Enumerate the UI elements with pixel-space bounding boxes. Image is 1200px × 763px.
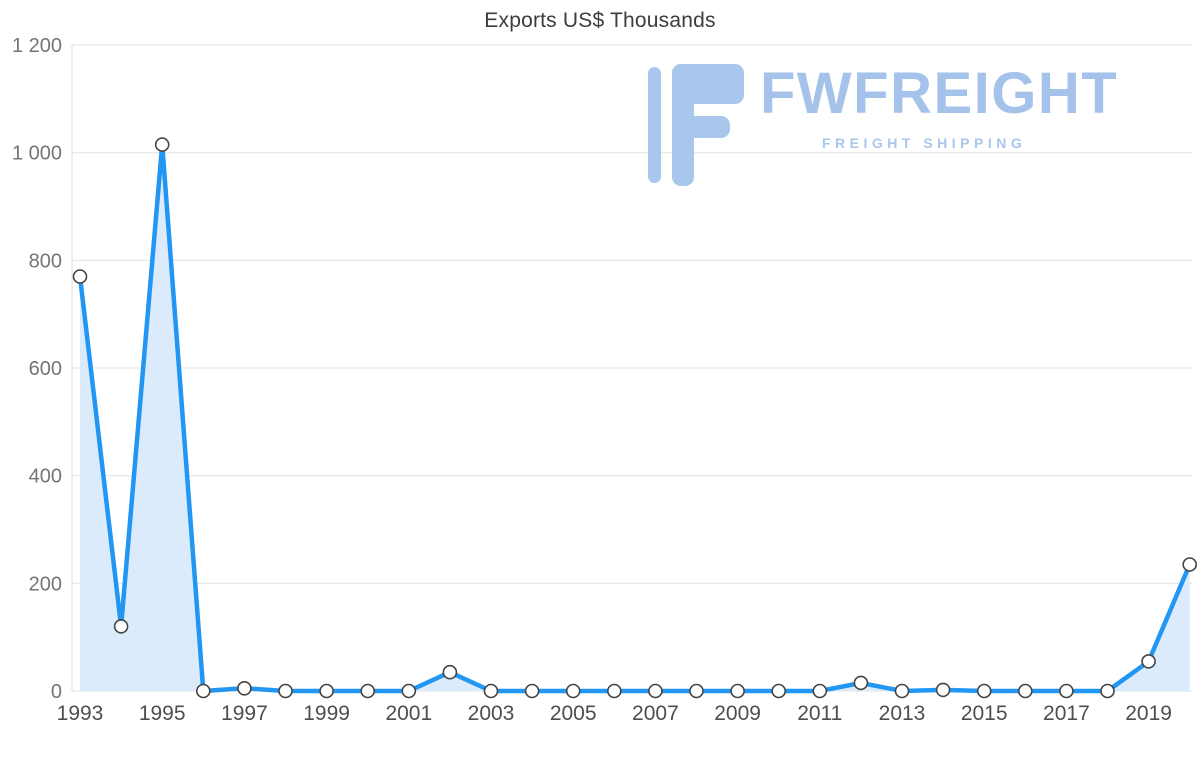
- line-series: [77, 142, 1192, 694]
- data-point-2014: [935, 682, 951, 698]
- svg-text:0: 0: [51, 681, 62, 703]
- svg-text:800: 800: [29, 250, 62, 272]
- svg-text:2009: 2009: [714, 702, 761, 725]
- svg-text:2011: 2011: [797, 702, 842, 725]
- data-point-2004: [524, 683, 540, 699]
- data-point-2013: [894, 683, 910, 699]
- data-point-1998: [278, 683, 293, 699]
- svg-text:1999: 1999: [303, 702, 350, 725]
- logo-text-block: FWFREIGHT FREIGHT SHIPPING: [760, 61, 1119, 151]
- svg-text:400: 400: [29, 466, 62, 488]
- svg-text:1 000: 1 000: [12, 143, 62, 165]
- svg-text:2019: 2019: [1125, 702, 1172, 725]
- data-point-2006: [606, 683, 622, 699]
- svg-text:600: 600: [29, 358, 62, 380]
- chart-title: Exports US$ Thousands: [484, 9, 716, 32]
- data-point-2017: [1059, 683, 1074, 699]
- y-axis-labels: 0 200 400 600 800 1 000 1 200: [12, 35, 62, 703]
- data-point-1994: [113, 619, 129, 634]
- data-point-2020: [1182, 557, 1197, 572]
- svg-text:2001: 2001: [385, 702, 432, 725]
- svg-text:2015: 2015: [961, 702, 1008, 725]
- svg-text:1 200: 1 200: [12, 35, 62, 57]
- data-point-2005: [565, 683, 581, 699]
- data-point-1995: [154, 137, 170, 152]
- svg-text:1997: 1997: [221, 702, 268, 725]
- data-point-1999: [319, 683, 334, 699]
- logo-tagline-text: FREIGHT SHIPPING: [821, 134, 1027, 151]
- svg-text:200: 200: [29, 573, 62, 595]
- x-axis-labels: 1993 1995 1997 1999 2001 2003 2005 2007 2009 2011…: [57, 702, 1172, 725]
- svg-text:2003: 2003: [468, 702, 515, 725]
- data-point-2007: [648, 683, 663, 699]
- fwfreight-logo-icon: [648, 64, 744, 186]
- svg-text:2005: 2005: [550, 702, 597, 725]
- svg-text:1995: 1995: [139, 702, 186, 725]
- data-point-2003: [483, 683, 499, 699]
- data-point-1996: [196, 683, 211, 699]
- data-point-2000: [360, 683, 376, 699]
- svg-text:2007: 2007: [632, 702, 679, 725]
- data-point-1997: [237, 680, 252, 696]
- data-point-2001: [401, 683, 417, 699]
- data-point-markers: [72, 137, 1197, 699]
- data-point-2018: [1100, 683, 1115, 699]
- data-point-2012: [853, 675, 869, 691]
- svg-text:1993: 1993: [57, 702, 104, 725]
- svg-text:2013: 2013: [879, 702, 926, 725]
- data-point-2019: [1141, 654, 1156, 669]
- data-point-2002: [442, 664, 458, 680]
- data-point-2008: [689, 683, 704, 699]
- logo-brand-text: FWFREIGHT: [760, 61, 1119, 126]
- data-point-2009: [730, 683, 745, 699]
- area-fill: [80, 144, 1190, 692]
- fwfreight-logo-watermark: FWFREIGHT FREIGHT SHIPPING: [648, 61, 1119, 186]
- data-point-1993: [72, 269, 88, 284]
- data-point-2015: [976, 683, 992, 699]
- svg-text:2017: 2017: [1043, 702, 1090, 725]
- data-point-2011: [812, 683, 828, 699]
- data-point-2016: [1018, 683, 1033, 699]
- data-point-2010: [771, 683, 787, 699]
